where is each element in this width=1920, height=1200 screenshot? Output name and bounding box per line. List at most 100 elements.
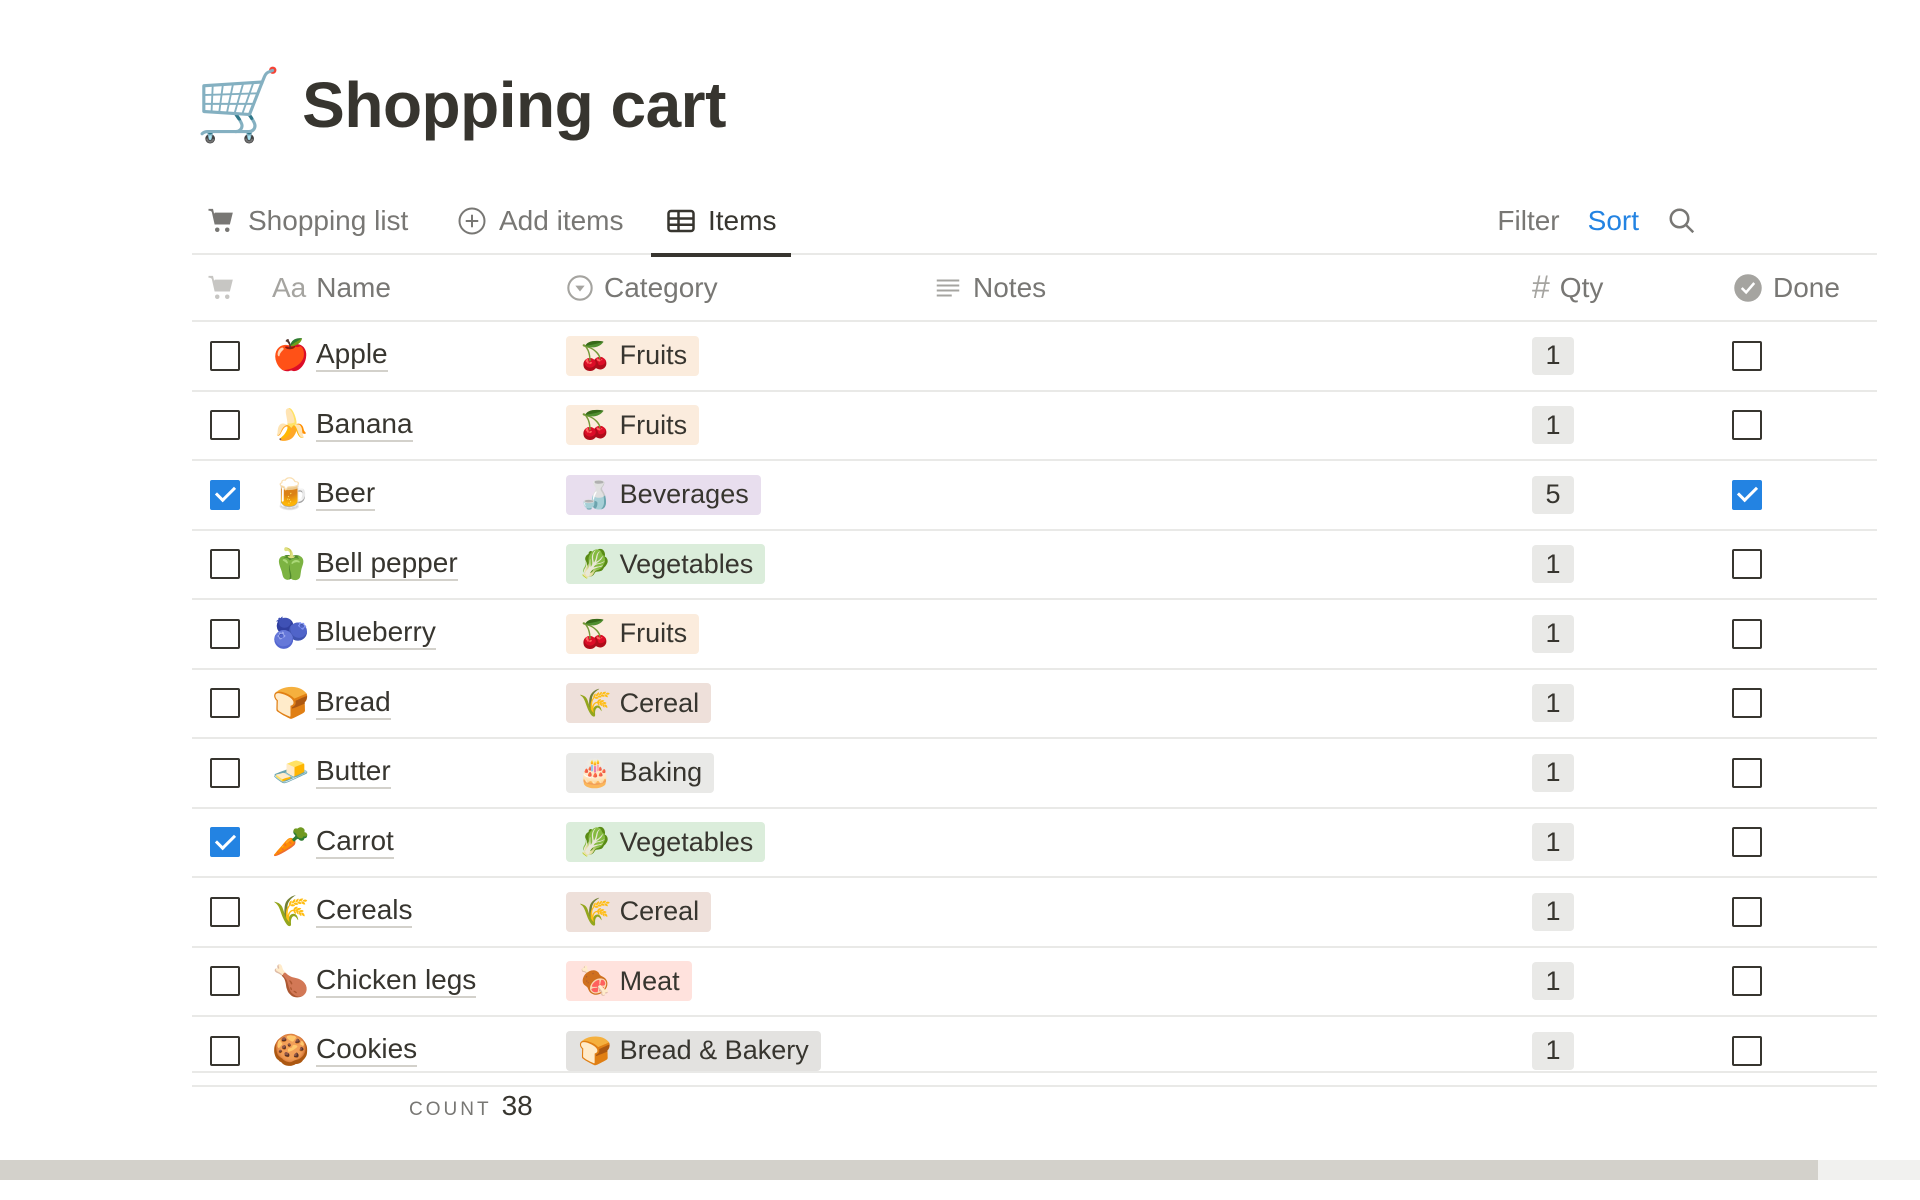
table-row[interactable]: 🥕 Carrot 🥬 Vegetables 1 <box>192 809 1877 878</box>
item-name[interactable]: Apple <box>316 339 388 373</box>
qty-cell[interactable]: 1 <box>1532 322 1574 390</box>
tab-shopping-list[interactable]: Shopping list <box>206 188 408 254</box>
notes-cell[interactable] <box>933 739 1513 807</box>
name-cell[interactable]: 🍺 Beer <box>272 461 376 529</box>
table-row[interactable]: 🍌 Banana 🍒 Fruits 1 <box>192 392 1877 461</box>
table-row[interactable]: 🫐 Blueberry 🍒 Fruits 1 <box>192 600 1877 670</box>
name-cell[interactable]: 🫐 Blueberry <box>272 600 436 668</box>
table-row[interactable]: 🫑 Bell pepper 🥬 Vegetables 1 <box>192 531 1877 600</box>
notes-cell[interactable] <box>933 322 1513 390</box>
name-cell[interactable]: 🍗 Chicken legs <box>272 948 477 1016</box>
done-checkbox[interactable] <box>1732 410 1762 441</box>
notes-cell[interactable] <box>933 600 1513 668</box>
category-cell[interactable]: 🍞 Bread & Bakery <box>566 1017 821 1085</box>
done-checkbox[interactable] <box>1732 827 1762 858</box>
done-checkbox[interactable] <box>1732 757 1762 788</box>
item-name[interactable]: Butter <box>316 756 391 790</box>
category-cell[interactable]: 🥬 Vegetables <box>566 809 766 877</box>
notes-cell[interactable] <box>933 878 1513 946</box>
table-row[interactable]: 🍗 Chicken legs 🍖 Meat 1 <box>192 948 1877 1017</box>
done-checkbox[interactable] <box>1732 966 1762 997</box>
notes-cell[interactable] <box>933 948 1513 1016</box>
item-name[interactable]: Chicken legs <box>316 964 477 998</box>
row-checkbox[interactable] <box>210 410 240 441</box>
done-checkbox[interactable] <box>1732 896 1762 927</box>
qty-cell[interactable]: 1 <box>1532 809 1574 877</box>
category-cell[interactable]: 🍖 Meat <box>566 948 692 1016</box>
notes-cell[interactable] <box>933 461 1513 529</box>
name-cell[interactable]: 🫑 Bell pepper <box>272 531 458 599</box>
category-cell[interactable]: 🍶 Beverages <box>566 461 761 529</box>
table-row[interactable]: 🍪 Cookies 🍞 Bread & Bakery 1 <box>192 1017 1877 1087</box>
qty-cell[interactable]: 1 <box>1532 1017 1574 1085</box>
item-name[interactable]: Cookies <box>316 1034 418 1068</box>
header-done[interactable]: Done <box>1733 255 1840 320</box>
row-checkbox[interactable] <box>210 688 240 719</box>
row-checkbox[interactable] <box>210 1035 240 1066</box>
table-row[interactable]: 🍞 Bread 🌾 Cereal 1 <box>192 670 1877 739</box>
item-name[interactable]: Beer <box>316 478 376 512</box>
notes-cell[interactable] <box>933 809 1513 877</box>
category-cell[interactable]: 🌾 Cereal <box>566 878 712 946</box>
category-cell[interactable]: 🌾 Cereal <box>566 670 712 738</box>
header-notes[interactable]: Notes <box>933 255 1046 320</box>
done-checkbox[interactable] <box>1732 340 1762 371</box>
row-checkbox[interactable] <box>210 340 240 371</box>
category-cell[interactable]: 🍒 Fruits <box>566 600 700 668</box>
filter-button[interactable]: Filter <box>1497 205 1560 236</box>
row-checkbox[interactable] <box>210 618 240 649</box>
header-checkbox-column[interactable] <box>206 255 236 320</box>
name-cell[interactable]: 🌾 Cereals <box>272 878 413 946</box>
tab-items[interactable]: Items <box>650 188 793 257</box>
scrollbar-thumb[interactable] <box>0 1160 1818 1180</box>
item-name[interactable]: Carrot <box>316 825 394 859</box>
horizontal-scrollbar[interactable] <box>0 1160 1920 1180</box>
header-qty[interactable]: # Qty <box>1532 255 1603 320</box>
notes-cell[interactable] <box>933 1017 1513 1085</box>
item-name[interactable]: Blueberry <box>316 617 436 651</box>
table-row[interactable]: 🍺 Beer 🍶 Beverages 5 <box>192 461 1877 531</box>
item-name[interactable]: Bread <box>316 686 391 720</box>
name-cell[interactable]: 🧈 Butter <box>272 739 391 807</box>
page-title[interactable]: Shopping cart <box>302 69 726 141</box>
name-cell[interactable]: 🍌 Banana <box>272 392 413 460</box>
table-row[interactable]: 🧈 Butter 🎂 Baking 1 <box>192 739 1877 809</box>
item-name[interactable]: Banana <box>316 408 413 442</box>
name-cell[interactable]: 🥕 Carrot <box>272 809 394 877</box>
row-checkbox[interactable] <box>210 757 240 788</box>
qty-cell[interactable]: 1 <box>1532 878 1574 946</box>
item-name[interactable]: Bell pepper <box>316 547 458 581</box>
category-cell[interactable]: 🎂 Baking <box>566 739 715 807</box>
name-cell[interactable]: 🍎 Apple <box>272 322 388 390</box>
qty-cell[interactable]: 1 <box>1532 392 1574 460</box>
category-cell[interactable]: 🍒 Fruits <box>566 392 700 460</box>
qty-cell[interactable]: 1 <box>1532 739 1574 807</box>
row-checkbox[interactable] <box>210 479 240 510</box>
table-row[interactable]: 🍎 Apple 🍒 Fruits 1 <box>192 322 1877 392</box>
item-name[interactable]: Cereals <box>316 895 413 929</box>
row-checkbox[interactable] <box>210 549 240 580</box>
notes-cell[interactable] <box>933 392 1513 460</box>
row-checkbox[interactable] <box>210 827 240 858</box>
qty-cell[interactable]: 1 <box>1532 948 1574 1016</box>
done-checkbox[interactable] <box>1732 688 1762 719</box>
done-checkbox[interactable] <box>1732 479 1762 510</box>
header-category[interactable]: Category <box>566 255 718 320</box>
row-checkbox[interactable] <box>210 896 240 927</box>
category-cell[interactable]: 🍒 Fruits <box>566 322 700 390</box>
done-checkbox[interactable] <box>1732 618 1762 649</box>
done-checkbox[interactable] <box>1732 1035 1762 1066</box>
table-row[interactable]: 🌾 Cereals 🌾 Cereal 1 <box>192 878 1877 948</box>
header-name[interactable]: Aa Name <box>272 255 391 320</box>
shopping-cart-icon[interactable]: 🛒 <box>195 66 283 144</box>
qty-cell[interactable]: 1 <box>1532 531 1574 599</box>
qty-cell[interactable]: 1 <box>1532 670 1574 738</box>
name-cell[interactable]: 🍪 Cookies <box>272 1017 418 1085</box>
notes-cell[interactable] <box>933 670 1513 738</box>
notes-cell[interactable] <box>933 531 1513 599</box>
qty-cell[interactable]: 1 <box>1532 600 1574 668</box>
qty-cell[interactable]: 5 <box>1532 461 1574 529</box>
sort-button[interactable]: Sort <box>1587 205 1639 236</box>
done-checkbox[interactable] <box>1732 549 1762 580</box>
search-icon[interactable] <box>1667 206 1697 236</box>
